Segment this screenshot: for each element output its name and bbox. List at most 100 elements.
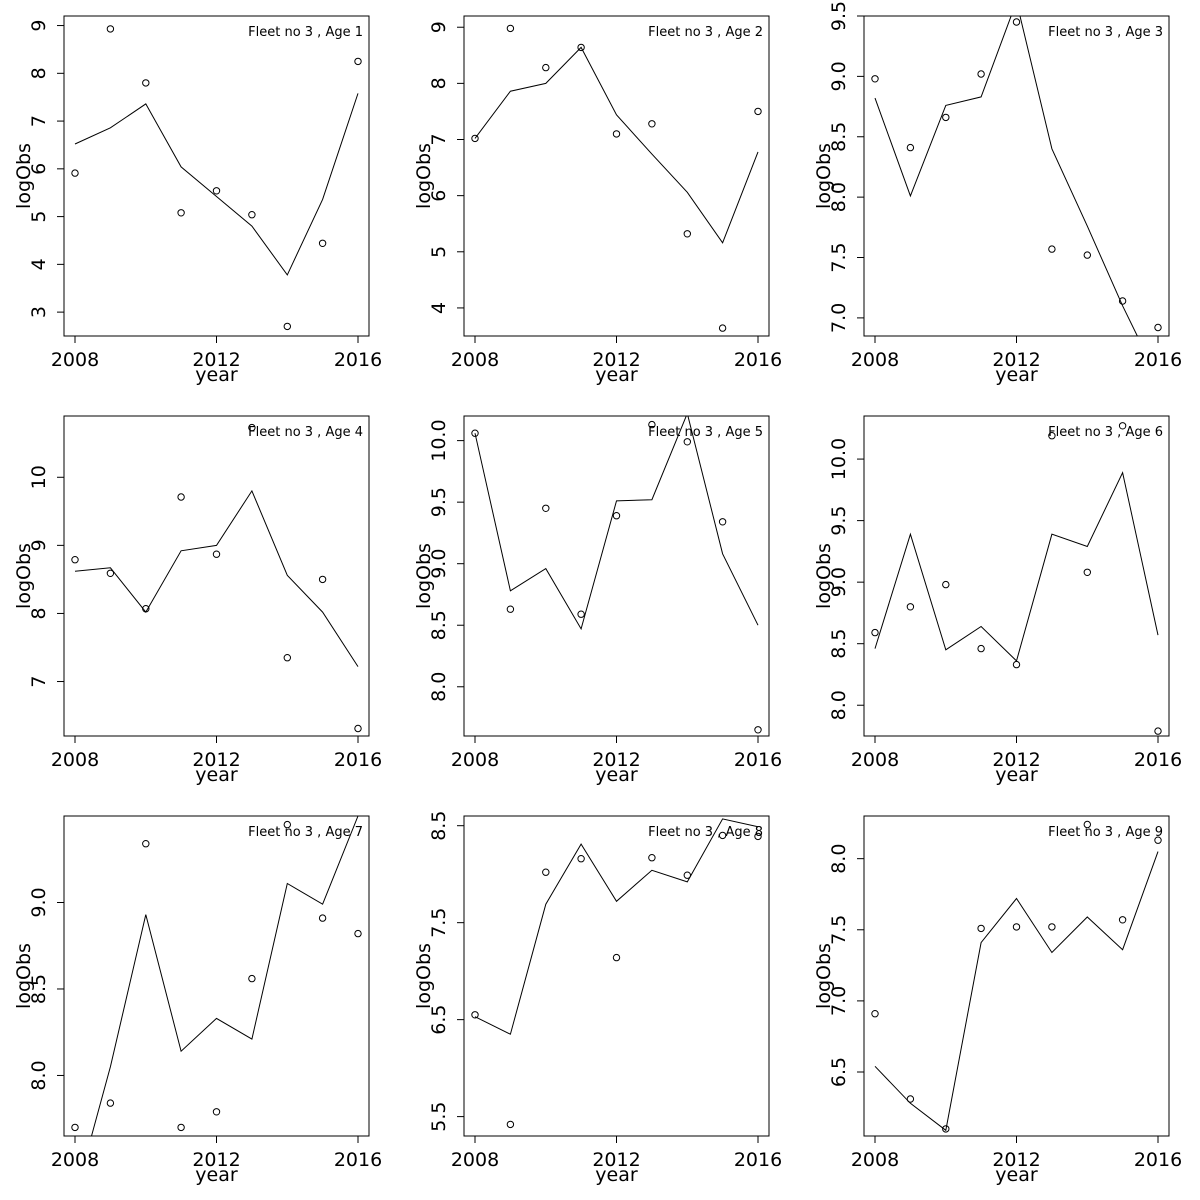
y-tick-label: 6 [28, 163, 50, 175]
observation-point [71, 556, 79, 564]
observation-point [1012, 660, 1021, 669]
observation-point [354, 57, 362, 66]
plot-frame [863, 815, 1170, 1137]
x-tick-label: 2012 [592, 1149, 640, 1171]
y-tick-label: 7.5 [428, 908, 450, 938]
observation-point [906, 603, 915, 611]
observation-point [718, 324, 727, 332]
series-group [71, 816, 362, 1136]
y-tick-label: 5.5 [428, 1101, 450, 1131]
observation-point [754, 726, 762, 734]
x-tick-label: 2012 [592, 349, 640, 371]
observation-point [318, 914, 327, 922]
series-group [71, 25, 362, 331]
observation-point [354, 929, 362, 938]
observation-point [718, 831, 727, 840]
y-tick-label: 7.0 [828, 986, 850, 1016]
x-axis-title: year [995, 1164, 1038, 1186]
x-tick-label: 2008 [451, 349, 499, 371]
x-tick-label: 2008 [851, 749, 899, 771]
observation-point [71, 169, 79, 177]
y-tick-label: 8.0 [828, 182, 850, 212]
observation-point [248, 423, 256, 432]
x-tick-label: 2008 [451, 749, 499, 771]
observation-point [542, 63, 550, 72]
observation-point [942, 580, 950, 589]
y-tick-label: 9.0 [828, 61, 850, 91]
x-axis-title: year [195, 1164, 238, 1186]
observation-point [1083, 568, 1092, 576]
observation-point [142, 605, 150, 613]
observation-point [212, 1108, 221, 1116]
x-tick-label: 2008 [851, 1149, 899, 1171]
observation-point [1012, 923, 1021, 931]
x-axis-title: year [195, 364, 238, 386]
observation-point [106, 1099, 115, 1107]
observation-point [612, 130, 621, 138]
series-group [471, 818, 762, 1129]
chart-panel-1: 2008 2012 2016 3 4 5 6 7 8 9 year logObs Fleet no 3 … [13, 15, 382, 386]
panel-title: Fleet no 3 , Age 9 [1048, 825, 1163, 840]
y-tick-label: 9 [28, 539, 50, 551]
observation-point [142, 840, 150, 848]
y-tick-label: 8.5 [428, 811, 450, 841]
chart-panel-2: 2008 2012 2016 4 5 6 7 8 9 year logObs Fleet no 3 ,… [413, 15, 782, 386]
y-tick-label: 7 [428, 133, 450, 145]
x-tick-label: 2012 [992, 749, 1040, 771]
observation-point [506, 605, 515, 613]
plot-frame [463, 15, 770, 337]
y-tick-label: 4 [28, 258, 50, 270]
observation-point [683, 230, 691, 238]
y-tick-label: 8.0 [828, 844, 850, 874]
y-tick-label: 9.0 [28, 887, 50, 917]
observation-point [977, 924, 985, 933]
observation-point [542, 868, 550, 876]
observation-point [871, 1010, 879, 1018]
chart-panel-7: 2008 2012 2016 8.0 8.5 9.0 year logObs Fleet no … [13, 815, 382, 1186]
observation-point [318, 239, 327, 248]
x-axis-title: year [995, 364, 1038, 386]
fitted-line [874, 851, 1159, 1132]
observation-point [354, 724, 362, 733]
y-tick-label: 8.5 [28, 974, 50, 1004]
y-tick-label: 8.5 [828, 122, 850, 152]
observation-point [283, 654, 291, 662]
y-axis-title: logObs [813, 143, 835, 209]
fitted-line [874, 16, 1138, 336]
observation-point [1154, 323, 1162, 332]
y-tick-label: 6.5 [428, 1005, 450, 1035]
fitted-line [474, 416, 759, 631]
y-tick-label: 5 [428, 246, 450, 258]
observation-point [177, 493, 185, 501]
plot-frame [863, 15, 1170, 337]
observation-point [1012, 18, 1021, 26]
x-tick-label: 2012 [592, 749, 640, 771]
chart-panel-9: 2008 2012 2016 6.5 7.0 7.5 8.0 year logObs Fleet … [813, 815, 1182, 1186]
y-tick-label: 9 [428, 21, 450, 33]
observation-point [977, 70, 985, 78]
observation-point [871, 628, 879, 637]
y-tick-label: 8.5 [828, 629, 850, 659]
panel-title: Fleet no 3 , Age 4 [248, 425, 363, 440]
observation-point [1154, 727, 1162, 735]
panel-title: Fleet no 3 , Age 1 [248, 25, 363, 40]
x-tick-label: 2016 [734, 749, 782, 771]
panel-title: Fleet no 3 , Age 3 [1048, 25, 1163, 40]
y-axis-title: logObs [413, 943, 435, 1009]
x-tick-label: 2008 [51, 749, 99, 771]
x-axis-title: year [595, 1164, 638, 1186]
y-tick-label: 7.5 [828, 242, 850, 272]
y-tick-label: 7 [28, 115, 50, 127]
observation-point [906, 143, 915, 152]
y-tick-label: 9.5 [828, 506, 850, 536]
x-tick-label: 2016 [1134, 1149, 1182, 1171]
x-axis-title: year [995, 764, 1038, 786]
plot-frame [463, 815, 770, 1137]
observation-point [142, 79, 150, 87]
y-axis-title: logObs [13, 543, 35, 609]
observation-point [1048, 923, 1056, 931]
y-tick-label: 8.0 [28, 1060, 50, 1090]
observation-point [871, 75, 879, 83]
observation-point [1083, 251, 1092, 259]
fitted-line [874, 471, 1159, 662]
